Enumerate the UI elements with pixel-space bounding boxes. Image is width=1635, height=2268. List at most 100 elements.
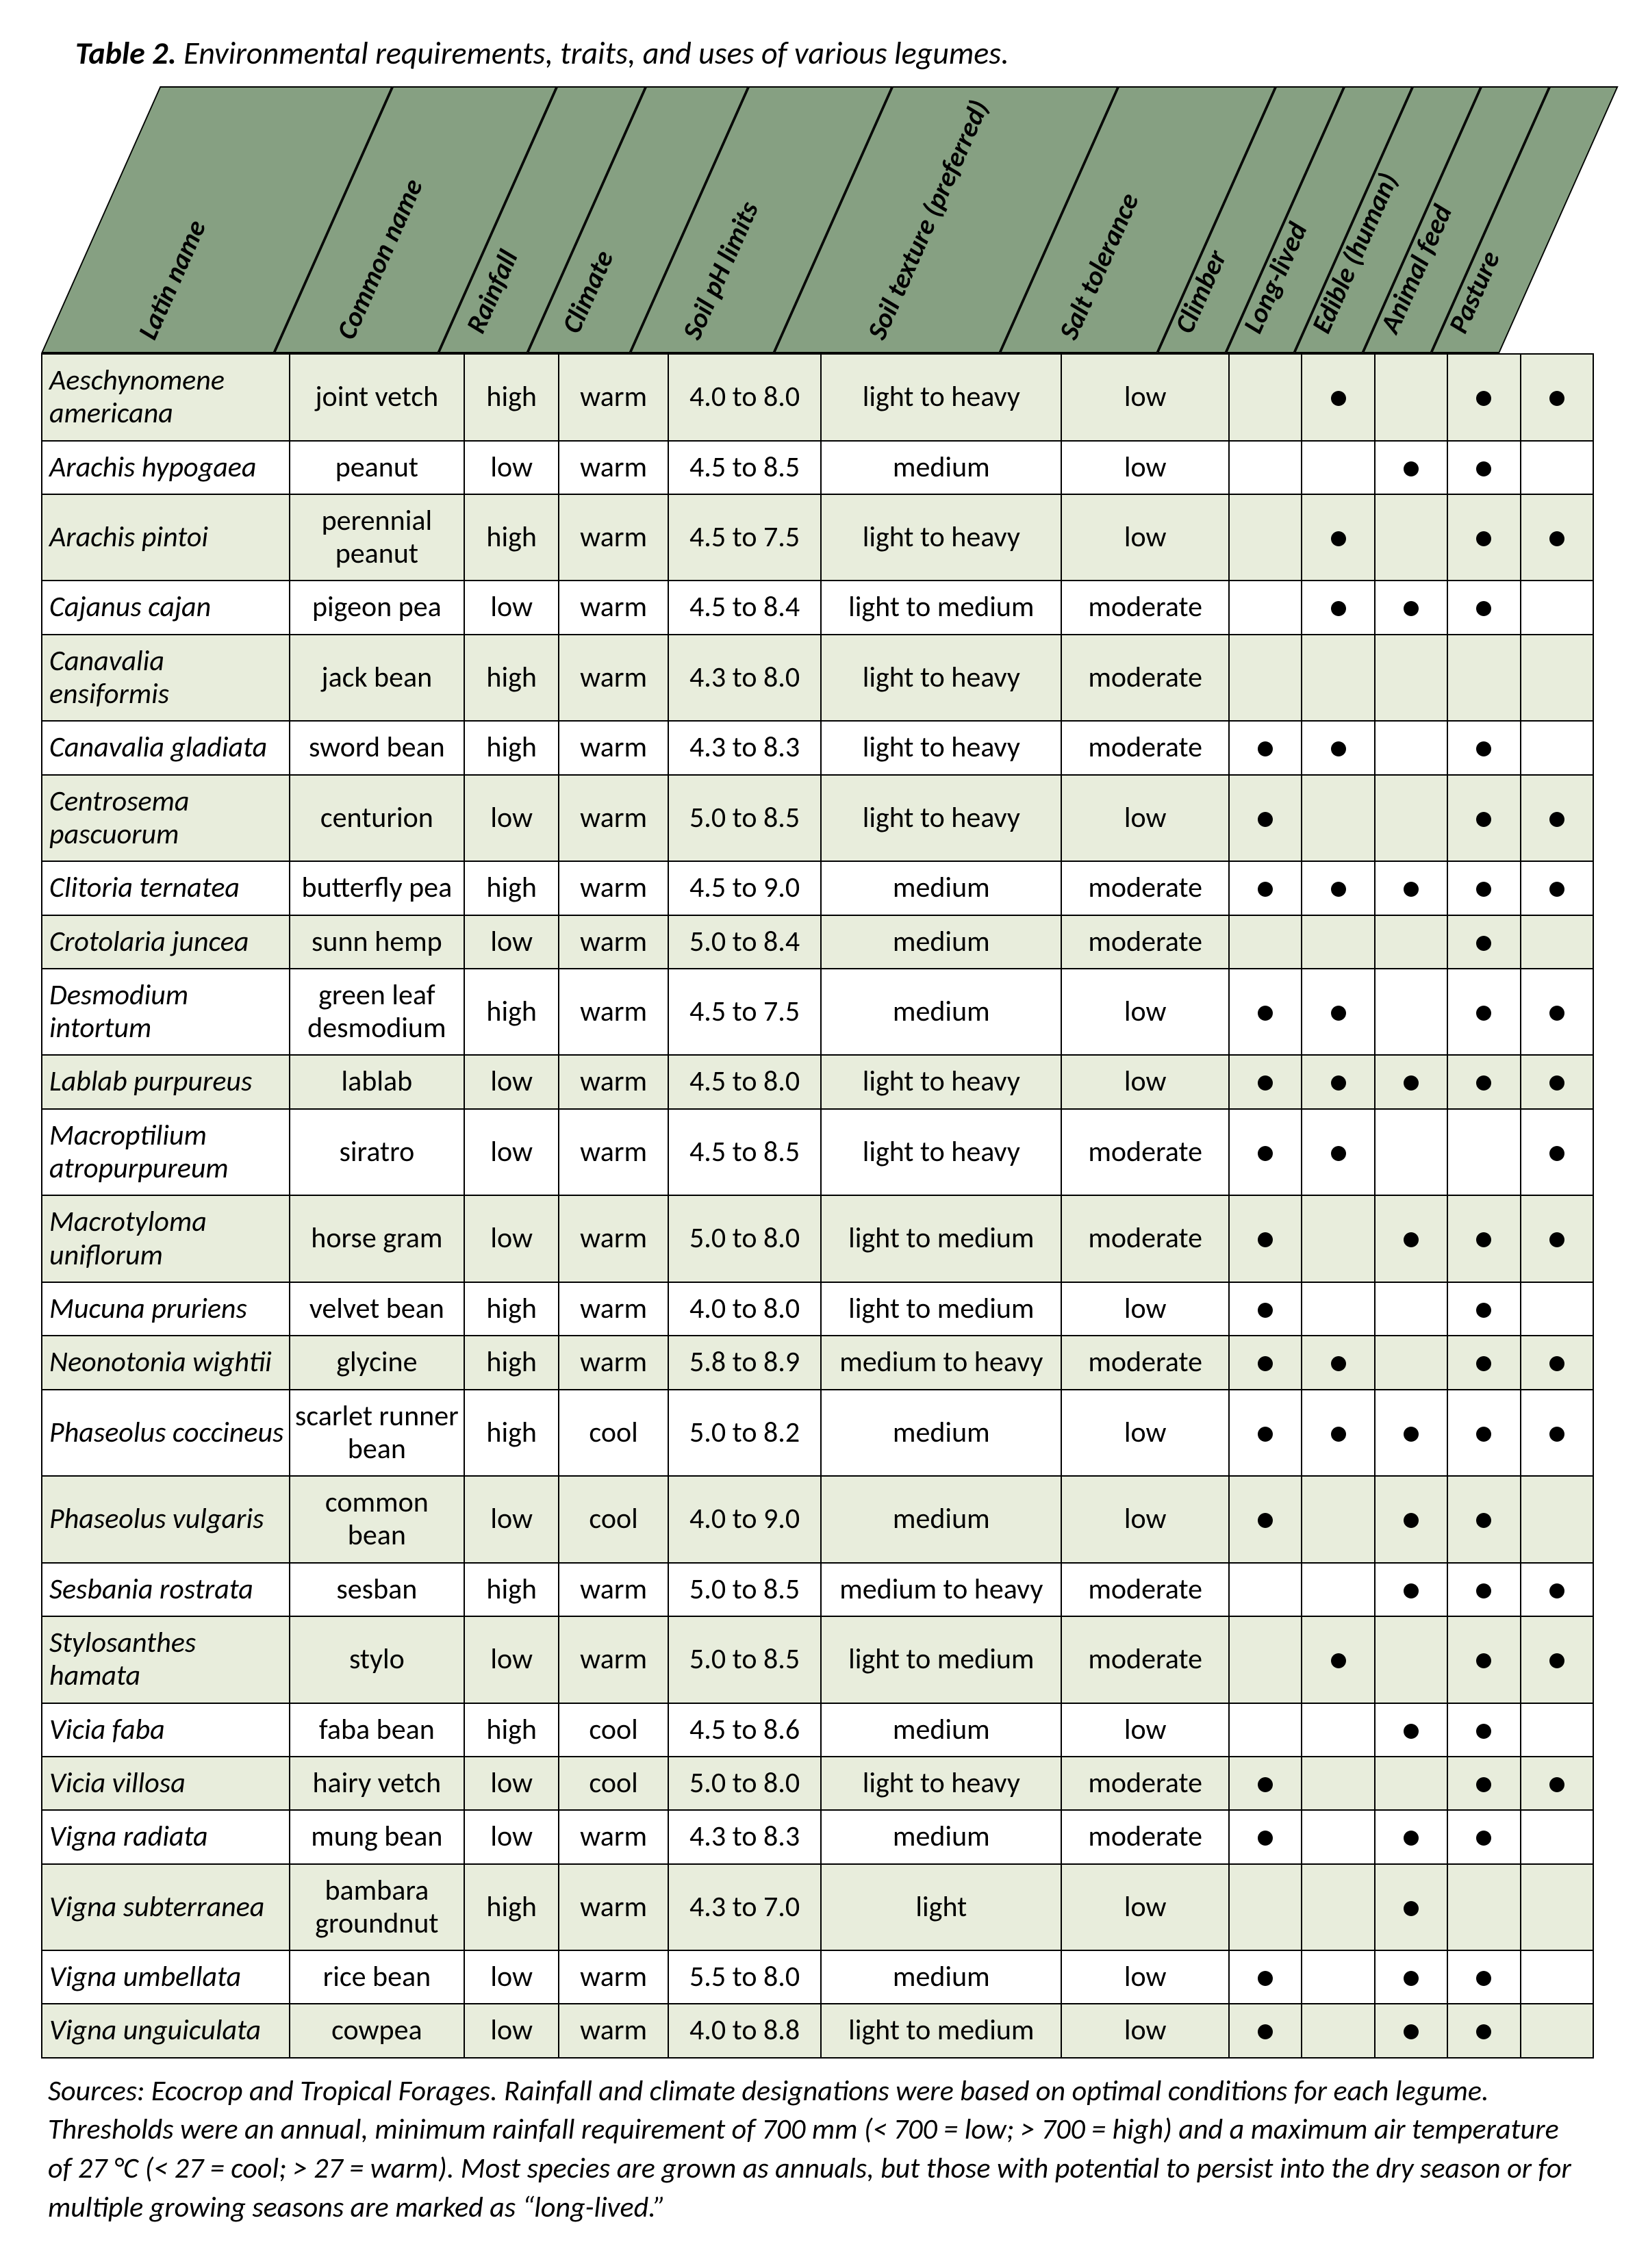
cell-common: butterfly pea: [290, 861, 464, 915]
cell-climate: warm: [559, 915, 668, 969]
cell-common: faba bean: [290, 1703, 464, 1757]
cell-salt: low: [1061, 2004, 1229, 2057]
dot-icon: [1258, 1971, 1273, 1986]
cell-common: bambara groundnut: [290, 1864, 464, 1951]
cell-flag: [1375, 1757, 1447, 1810]
cell-flag: [1447, 635, 1520, 722]
cell-salt: moderate: [1061, 721, 1229, 774]
dot-icon: [1549, 391, 1564, 406]
cell-flag: [1375, 861, 1447, 915]
cell-flag: [1302, 441, 1374, 494]
cell-flag: [1447, 1476, 1520, 1563]
dot-icon: [1331, 391, 1346, 406]
column-header-label: Salt tolerance: [1052, 188, 1146, 344]
cell-climate: warm: [559, 1810, 668, 1863]
cell-salt: moderate: [1061, 1757, 1229, 1810]
table-row: Vigna subterraneabambara groundnuthighwa…: [42, 1864, 1593, 1951]
cell-flag: [1375, 1703, 1447, 1757]
dot-icon: [1404, 1232, 1419, 1247]
dot-icon: [1404, 1427, 1419, 1442]
cell-flag: [1447, 861, 1520, 915]
cell-rain: high: [464, 1336, 559, 1389]
table-row: Sesbania rostratasesbanhighwarm5.0 to 8.…: [42, 1563, 1593, 1616]
cell-flag: [1521, 775, 1593, 862]
cell-flag: [1375, 721, 1447, 774]
dot-icon: [1476, 461, 1491, 476]
table-footnote: Sources: Ecocrop and Tropical Forages. R…: [41, 2059, 1594, 2228]
dot-icon: [1331, 601, 1346, 616]
cell-texture: light: [821, 1864, 1061, 1951]
cell-flag: [1447, 1563, 1520, 1616]
cell-flag: [1229, 1109, 1302, 1196]
cell-rain: low: [464, 441, 559, 494]
cell-flag: [1302, 581, 1374, 634]
cell-ph: 4.5 to 8.0: [668, 1055, 821, 1108]
cell-flag: [1521, 635, 1593, 722]
cell-texture: light to heavy: [821, 494, 1061, 581]
cell-ph: 5.0 to 8.0: [668, 1195, 821, 1282]
cell-salt: moderate: [1061, 861, 1229, 915]
cell-flag: [1375, 1390, 1447, 1477]
cell-climate: warm: [559, 494, 668, 581]
cell-salt: low: [1061, 1055, 1229, 1108]
cell-texture: light to medium: [821, 1195, 1061, 1282]
table-row: Clitoria ternateabutterfly peahighwarm4.…: [42, 861, 1593, 915]
cell-ph: 4.5 to 8.6: [668, 1703, 821, 1757]
cell-flag: [1521, 2004, 1593, 2057]
dot-icon: [1549, 1232, 1564, 1247]
cell-flag: [1375, 1864, 1447, 1951]
cell-salt: moderate: [1061, 1336, 1229, 1389]
cell-texture: medium: [821, 1810, 1061, 1863]
cell-salt: low: [1061, 775, 1229, 862]
cell-ph: 4.5 to 7.5: [668, 494, 821, 581]
cell-flag: [1229, 775, 1302, 862]
dot-icon: [1331, 531, 1346, 546]
cell-flag: [1229, 441, 1302, 494]
table-row: Vicia fabafaba beanhighcool4.5 to 8.6med…: [42, 1703, 1593, 1757]
cell-common: lablab: [290, 1055, 464, 1108]
cell-common: sunn hemp: [290, 915, 464, 969]
cell-texture: medium: [821, 969, 1061, 1056]
cell-latin: Phaseolus vulgaris: [42, 1476, 290, 1563]
cell-texture: light to medium: [821, 2004, 1061, 2057]
cell-flag: [1447, 354, 1520, 441]
cell-common: stylo: [290, 1616, 464, 1703]
cell-latin: Phaseolus coccineus: [42, 1390, 290, 1477]
dot-icon: [1476, 1303, 1491, 1318]
cell-flag: [1521, 1563, 1593, 1616]
cell-rain: high: [464, 635, 559, 722]
cell-ph: 4.0 to 8.0: [668, 1282, 821, 1336]
cell-texture: medium: [821, 861, 1061, 915]
cell-latin: Vigna unguiculata: [42, 2004, 290, 2057]
cell-flag: [1521, 1195, 1593, 1282]
cell-latin: Desmodium intortum: [42, 969, 290, 1056]
cell-rain: high: [464, 969, 559, 1056]
cell-flag: [1302, 861, 1374, 915]
cell-ph: 4.5 to 8.4: [668, 581, 821, 634]
cell-flag: [1447, 441, 1520, 494]
cell-ph: 4.5 to 9.0: [668, 861, 821, 915]
cell-climate: warm: [559, 1109, 668, 1196]
cell-flag: [1447, 1864, 1520, 1951]
dot-icon: [1331, 1653, 1346, 1668]
cell-flag: [1229, 1195, 1302, 1282]
dot-icon: [1258, 1777, 1273, 1792]
cell-flag: [1229, 969, 1302, 1056]
dot-icon: [1476, 936, 1491, 951]
cell-flag: [1302, 721, 1374, 774]
cell-texture: light to heavy: [821, 1757, 1061, 1810]
cell-flag: [1447, 775, 1520, 862]
dot-icon: [1549, 1583, 1564, 1598]
cell-climate: warm: [559, 1282, 668, 1336]
cell-climate: warm: [559, 721, 668, 774]
dot-icon: [1549, 1075, 1564, 1091]
dot-icon: [1476, 1356, 1491, 1371]
cell-flag: [1229, 721, 1302, 774]
table-row: Vigna radiatamung beanlowwarm4.3 to 8.3m…: [42, 1810, 1593, 1863]
cell-flag: [1447, 1757, 1520, 1810]
cell-salt: low: [1061, 1282, 1229, 1336]
cell-flag: [1229, 581, 1302, 634]
cell-flag: [1375, 441, 1447, 494]
cell-rain: high: [464, 861, 559, 915]
dot-icon: [1404, 601, 1419, 616]
